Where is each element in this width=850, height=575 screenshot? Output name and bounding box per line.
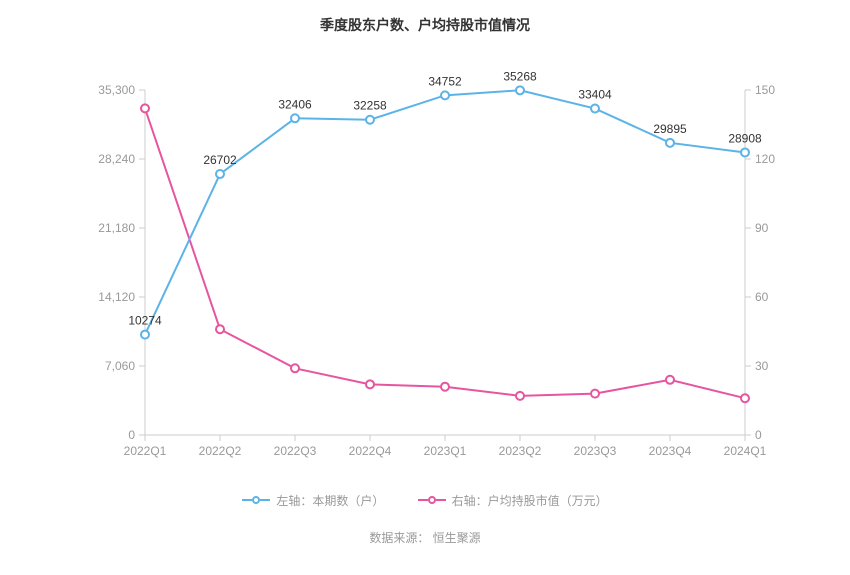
left-tick-label: 0 bbox=[128, 428, 135, 442]
left-tick-label: 21,180 bbox=[98, 221, 135, 235]
series-marker bbox=[516, 392, 524, 400]
series-marker bbox=[441, 383, 449, 391]
legend-item-right: 右轴：户均持股市值（万元） bbox=[418, 492, 608, 509]
source-name: 恒生聚源 bbox=[433, 531, 481, 545]
left-tick-label: 7,060 bbox=[105, 359, 135, 373]
right-tick-label: 90 bbox=[755, 221, 769, 235]
chart-svg: 0 7,060 14,120 21,180 28,240 35,300 0 30 60 90 120… bbox=[15, 45, 850, 465]
data-point-label: 34752 bbox=[428, 74, 462, 88]
series-marker bbox=[216, 170, 224, 178]
left-tick-label: 28,240 bbox=[98, 152, 135, 166]
legend-label-left: 左轴：本期数（户） bbox=[276, 492, 384, 509]
x-tick-label: 2023Q4 bbox=[649, 444, 692, 458]
legend-marker-left bbox=[242, 496, 270, 504]
right-tick-label: 120 bbox=[755, 152, 775, 166]
chart-container: 季度股东户数、户均持股市值情况 0 7,060 14,120 21,180 28,240… bbox=[0, 0, 850, 575]
series-marker bbox=[666, 376, 674, 384]
right-tick-label: 0 bbox=[755, 428, 762, 442]
right-tick-label: 60 bbox=[755, 290, 769, 304]
series-marker bbox=[591, 390, 599, 398]
x-tick-label: 2022Q4 bbox=[349, 444, 392, 458]
x-tick-label: 2023Q2 bbox=[499, 444, 542, 458]
series-marker bbox=[516, 86, 524, 94]
x-tick-label: 2022Q3 bbox=[274, 444, 317, 458]
left-tick-label: 35,300 bbox=[98, 83, 135, 97]
x-tick-label: 2023Q1 bbox=[424, 444, 467, 458]
series-marker bbox=[666, 139, 674, 147]
data-point-label: 28908 bbox=[728, 131, 762, 145]
legend-label-right: 右轴：户均持股市值（万元） bbox=[452, 492, 608, 509]
left-tick-label: 14,120 bbox=[98, 290, 135, 304]
chart-title: 季度股东户数、户均持股市值情况 bbox=[15, 15, 835, 35]
x-tick-label: 2024Q1 bbox=[724, 444, 767, 458]
series-marker bbox=[366, 116, 374, 124]
right-tick-label: 30 bbox=[755, 359, 769, 373]
x-tick-label: 2022Q1 bbox=[124, 444, 167, 458]
data-point-label: 32258 bbox=[353, 99, 387, 113]
series-marker bbox=[141, 104, 149, 112]
chart-plot-area: 0 7,060 14,120 21,180 28,240 35,300 0 30 60 90 120… bbox=[15, 45, 835, 465]
chart-legend: 左轴：本期数（户） 右轴：户均持股市值（万元） bbox=[15, 490, 835, 509]
series-marker bbox=[291, 364, 299, 372]
series-marker bbox=[741, 394, 749, 402]
legend-marker-right bbox=[418, 496, 446, 504]
data-point-label: 33404 bbox=[578, 88, 612, 102]
data-point-label: 26702 bbox=[203, 153, 237, 167]
source-prefix: 数据来源： bbox=[369, 531, 429, 545]
series-marker bbox=[216, 325, 224, 333]
right-tick-label: 150 bbox=[755, 83, 775, 97]
series-marker bbox=[366, 380, 374, 388]
legend-item-left: 左轴：本期数（户） bbox=[242, 492, 384, 509]
series-marker bbox=[291, 114, 299, 122]
data-point-label: 29895 bbox=[653, 122, 687, 136]
data-point-label: 32406 bbox=[278, 97, 312, 111]
chart-source: 数据来源： 恒生聚源 bbox=[15, 529, 835, 546]
series-line bbox=[145, 108, 745, 398]
series-marker bbox=[591, 105, 599, 113]
data-point-label: 35268 bbox=[503, 69, 537, 83]
x-tick-label: 2022Q2 bbox=[199, 444, 242, 458]
data-point-label: 10274 bbox=[128, 314, 162, 328]
series-marker bbox=[141, 331, 149, 339]
series-marker bbox=[441, 91, 449, 99]
series-marker bbox=[741, 148, 749, 156]
x-tick-label: 2023Q3 bbox=[574, 444, 617, 458]
